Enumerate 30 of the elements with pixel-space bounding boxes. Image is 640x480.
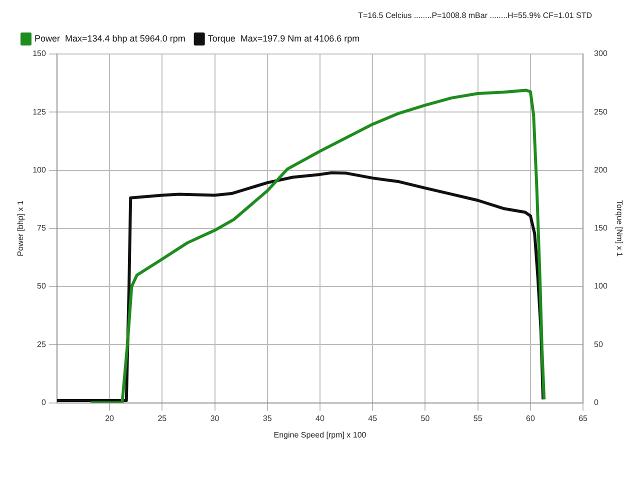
x-tick-label: 65 (578, 414, 588, 423)
y2-tick-label: 150 (594, 224, 608, 233)
y2-tick-label: 250 (594, 107, 608, 116)
text: T=16.5 Celcius ........P=1008.8 mBar ........H=55.9% CF=1.01 STD (358, 11, 592, 20)
y-tick-label: 150 (32, 49, 46, 58)
x-tick-label: 55 (473, 414, 483, 423)
y2-tick-label: 100 (594, 282, 608, 291)
y-tick-label: 25 (37, 340, 46, 349)
x-tick-label: 25 (158, 414, 168, 423)
y2-tick-label: 50 (594, 340, 604, 349)
x-tick-label: 50 (420, 414, 430, 423)
x-tick-label: 20 (105, 414, 115, 423)
y-tick-label: 100 (32, 165, 46, 174)
y-tick-label: 50 (37, 282, 46, 291)
y2-tick-label: 300 (594, 49, 608, 58)
x-axis-title: Engine Speed [rpm] x 100 (274, 430, 367, 440)
x-tick-label: 40 (316, 414, 325, 423)
y2-tick-label: 200 (594, 165, 608, 174)
x-tick-label: 30 (210, 414, 220, 423)
y-tick-label: 0 (41, 398, 46, 408)
y-tick-label: 125 (32, 107, 46, 116)
legend-label: Power Max=134.4 bhp at 5964.0 rpm (34, 33, 186, 44)
y2-tick-label: 0 (594, 398, 600, 408)
y-tick-label: 75 (37, 224, 46, 233)
x-tick-label: 45 (368, 414, 378, 423)
y2-axis-title: Torque [Nm] x 1 (614, 200, 624, 258)
x-tick-label: 35 (262, 414, 272, 423)
y-axis-title: Power [bhp] x 1 (16, 200, 26, 256)
legend-label: Torque Max=197.9 Nm at 4106.6 rpm (208, 33, 360, 44)
x-tick-label: 60 (526, 414, 536, 423)
